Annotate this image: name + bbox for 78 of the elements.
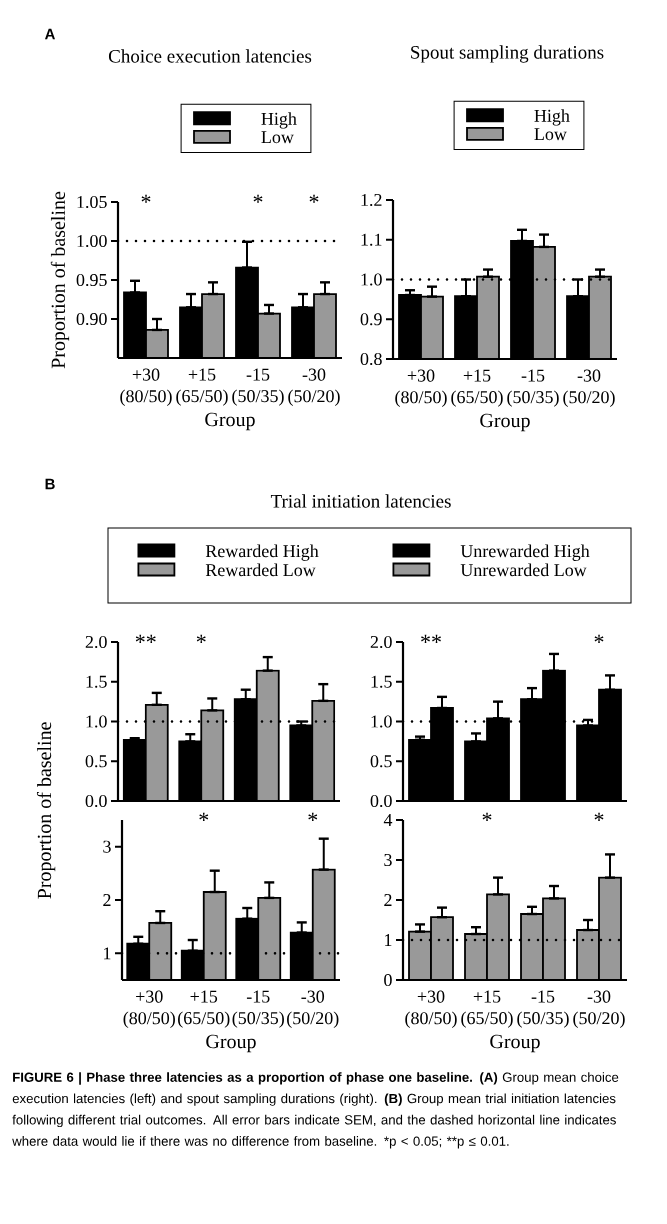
x-tick-label: +15 (65/50) <box>178 990 230 1028</box>
y-tick-label: 0.95 <box>76 273 107 287</box>
annotation: * <box>482 812 492 821</box>
x-tick-label: -15 (50/35) <box>507 369 559 407</box>
y-axis-title: Proportion of baseline <box>50 191 70 369</box>
y-tick-label: 2 <box>384 894 392 906</box>
y-tick-label: 0.90 <box>76 312 107 326</box>
x-tick-label: +15 (65/50) <box>451 369 503 407</box>
legend-label: Low <box>261 131 294 144</box>
x-tick-label: +30 (80/50) <box>120 368 172 406</box>
x-tick-label: -30 (50/20) <box>287 990 339 1028</box>
y-tick-label: 0.5 <box>85 755 107 768</box>
y-tick-label: 1 <box>104 947 111 960</box>
y-tick-label: 3 <box>103 840 111 853</box>
text: execution latencies (left) and spout sampling durations (right). (B) Group mean trial initiation latencies <box>12 1093 616 1106</box>
y-tick-label: 0.5 <box>370 755 392 768</box>
y-tick-label: 1.05 <box>77 195 107 209</box>
text: FIGURE 6 | Phase three latencies as a proportion of phase one baseline. (A) Group mean choice <box>13 1072 619 1085</box>
annotation: * <box>309 194 319 203</box>
y-tick-label: 0.0 <box>370 794 392 808</box>
y-tick-label: 1.0 <box>361 273 382 286</box>
y-tick-label: 0.9 <box>360 313 382 326</box>
y-tick-label: 0 <box>384 973 392 987</box>
legend-label: Low <box>534 128 567 141</box>
y-tick-label: 1.1 <box>361 233 382 246</box>
annotation: * <box>141 194 151 203</box>
x-tick-label: -15 (50/35) <box>232 990 284 1028</box>
legend-label: Unrewarded Low <box>460 563 587 577</box>
y-tick-label: 2 <box>103 894 111 906</box>
legend-label: Rewarded Low <box>205 563 316 577</box>
y-tick-label: 1.2 <box>361 193 382 207</box>
y-tick-label: 1 <box>385 934 392 946</box>
x-tick-label: +30 (80/50) <box>395 369 447 407</box>
y-tick-label: 1.0 <box>86 715 107 728</box>
legend-label: Rewarded High <box>205 544 319 561</box>
chart-title: Spout sampling durations <box>411 45 604 63</box>
x-tick-label: +30 (80/50) <box>123 990 175 1028</box>
y-tick-label: 1.5 <box>86 675 107 688</box>
x-tick-label: -15 (50/35) <box>232 368 284 406</box>
x-tick-label: -30 (50/20) <box>573 990 625 1028</box>
x-tick-label: +15 (65/50) <box>461 990 513 1028</box>
legend-label: High <box>534 109 570 126</box>
text: B <box>45 478 55 490</box>
chart-title: Trial initiation latencies <box>270 494 451 508</box>
x-axis-title: Group <box>490 1034 540 1053</box>
y-tick-label: 1.00 <box>77 234 107 248</box>
chart-title: Choice execution latencies <box>108 49 312 63</box>
y-tick-label: 1.5 <box>371 675 392 688</box>
x-tick-label: +15 (65/50) <box>176 368 228 406</box>
y-tick-label: 1.0 <box>371 715 392 728</box>
annotation: * <box>253 194 263 203</box>
annotation: * <box>199 812 209 821</box>
x-tick-label: -15 (50/35) <box>517 990 569 1028</box>
text: A <box>44 28 56 40</box>
y-tick-label: 2.0 <box>85 635 107 649</box>
annotation: ** <box>135 634 156 643</box>
x-axis-title: Group <box>205 412 255 431</box>
x-axis-title: Group <box>480 413 530 432</box>
annotation: * <box>196 634 206 643</box>
x-tick-label: -30 (50/20) <box>563 369 615 407</box>
annotation: ** <box>421 634 441 643</box>
text: where data would lie if there was no difference from baseline. <box>12 1136 377 1146</box>
annotation: * <box>594 634 604 643</box>
x-axis-title: Group <box>206 1034 256 1053</box>
annotation: * <box>594 812 604 821</box>
y-axis-title: Proportion of baseline <box>36 722 56 899</box>
y-tick-label: 2.0 <box>370 635 392 649</box>
y-tick-label: 3 <box>384 853 392 867</box>
x-tick-label: -30 (50/20) <box>288 368 340 406</box>
y-tick-label: 4 <box>383 814 393 826</box>
y-tick-label: 0.0 <box>85 794 107 808</box>
text: following different trial outcomes. All error bars indicate SEM, and the dashed horizontal line indicates <box>12 1114 616 1128</box>
legend-label: Unrewarded High <box>460 544 590 561</box>
legend-label: High <box>261 112 297 129</box>
x-tick-label: +30 (80/50) <box>405 990 457 1028</box>
text: *p < 0.05; **p ≤ 0.01. <box>384 1136 509 1149</box>
y-tick-label: 0.8 <box>360 352 382 366</box>
annotation: * <box>308 812 318 821</box>
